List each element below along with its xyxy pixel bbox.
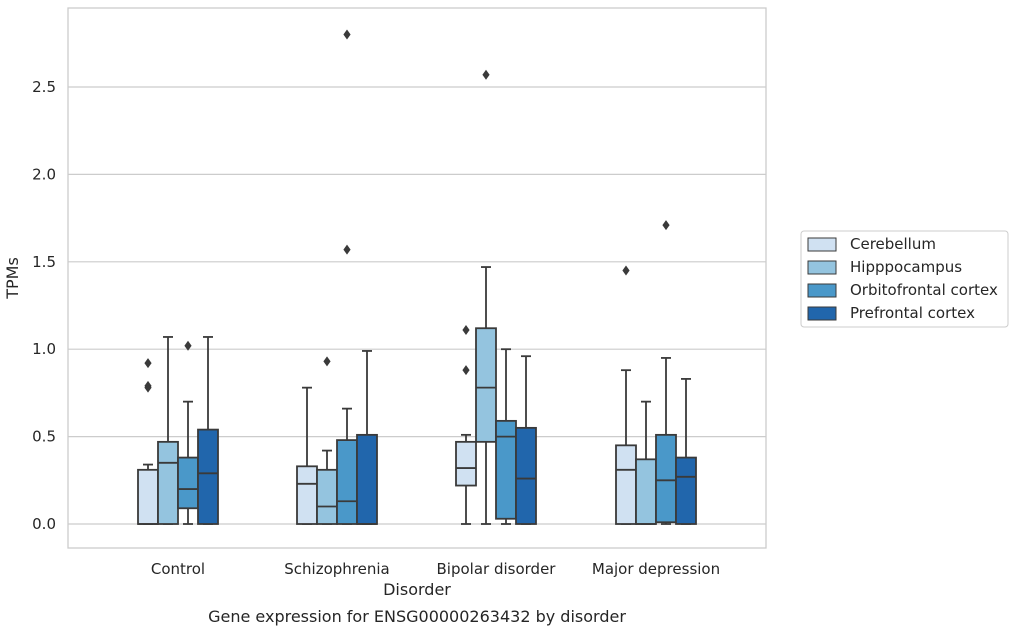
x-tick-label: Bipolar disorder	[437, 560, 557, 578]
figure-caption: Gene expression for ENSG00000263432 by d…	[208, 607, 626, 626]
outlier-point	[184, 340, 192, 351]
box-1-2	[336, 29, 358, 525]
box-iqr	[137, 468, 159, 525]
box-iqr	[455, 440, 477, 487]
box-2-0	[455, 324, 477, 525]
x-axis-title: Disorder	[383, 580, 451, 599]
box-2-1	[475, 69, 497, 525]
legend-swatch	[807, 237, 837, 252]
x-tick-label: Major depression	[592, 560, 720, 578]
outlier-point	[662, 220, 670, 231]
box-iqr	[475, 327, 497, 443]
legend-label: Cerebellum	[850, 235, 936, 253]
box-3-1	[635, 400, 657, 525]
box-iqr	[655, 433, 677, 524]
legend-label: Prefrontal cortex	[850, 304, 975, 322]
box-iqr	[515, 426, 537, 525]
legend-swatch	[807, 283, 837, 298]
box-iqr	[197, 428, 219, 525]
plot-area-frame	[67, 7, 767, 549]
outlier-point	[144, 382, 152, 393]
box-1-1	[316, 356, 338, 525]
y-tick-label: 2.0	[32, 165, 56, 183]
box-1-0	[296, 386, 318, 525]
outlier-point	[323, 356, 331, 367]
outlier-point	[343, 29, 351, 40]
x-axis-tick-labels: Control Schizophrenia Bipolar disorder Majo…	[151, 560, 720, 578]
legend-swatch	[807, 260, 837, 275]
box-iqr	[356, 433, 378, 525]
box-iqr	[336, 439, 358, 525]
box-iqr	[635, 458, 657, 525]
box-iqr	[157, 440, 179, 525]
box-3-2	[655, 220, 677, 525]
box-0-2	[177, 340, 199, 525]
box-3-3	[675, 378, 697, 525]
y-axis-title: TPMs	[3, 257, 22, 300]
box-iqr	[177, 456, 199, 510]
box-iqr	[296, 465, 318, 525]
box-iqr	[495, 419, 517, 520]
y-tick-label: 1.0	[32, 340, 56, 358]
outlier-point	[343, 244, 351, 255]
x-tick-label: Control	[151, 560, 205, 578]
legend-label: Hipppocampus	[850, 258, 962, 276]
box-0-0	[137, 358, 159, 525]
y-tick-label: 1.5	[32, 253, 56, 271]
boxes	[137, 29, 697, 525]
box-iqr	[316, 468, 338, 525]
box-1-3	[356, 350, 378, 525]
outlier-point	[462, 324, 470, 335]
outlier-point	[144, 358, 152, 369]
outlier-point	[482, 69, 490, 80]
box-iqr	[615, 444, 637, 525]
box-3-0	[615, 265, 637, 525]
box-0-3	[197, 336, 219, 525]
box-2-3	[515, 355, 537, 525]
box-iqr	[675, 456, 697, 525]
x-tick-label: Schizophrenia	[284, 560, 389, 578]
y-tick-label: 2.5	[32, 78, 56, 96]
legend-frame	[800, 230, 1009, 328]
legend-swatch	[807, 306, 837, 321]
outlier-point	[462, 365, 470, 376]
y-axis-tick-labels: 0.0 0.5 1.0 1.5 2.0 2.5	[32, 78, 56, 533]
box-2-2	[495, 348, 517, 525]
box-0-1	[157, 336, 179, 525]
y-tick-label: 0.5	[32, 428, 56, 446]
legend-label: Orbitofrontal cortex	[850, 281, 998, 299]
legend: Cerebellum Hipppocampus Orbitofrontal cort…	[800, 230, 1009, 328]
y-tick-label: 0.0	[32, 515, 56, 533]
outlier-point	[622, 265, 630, 276]
